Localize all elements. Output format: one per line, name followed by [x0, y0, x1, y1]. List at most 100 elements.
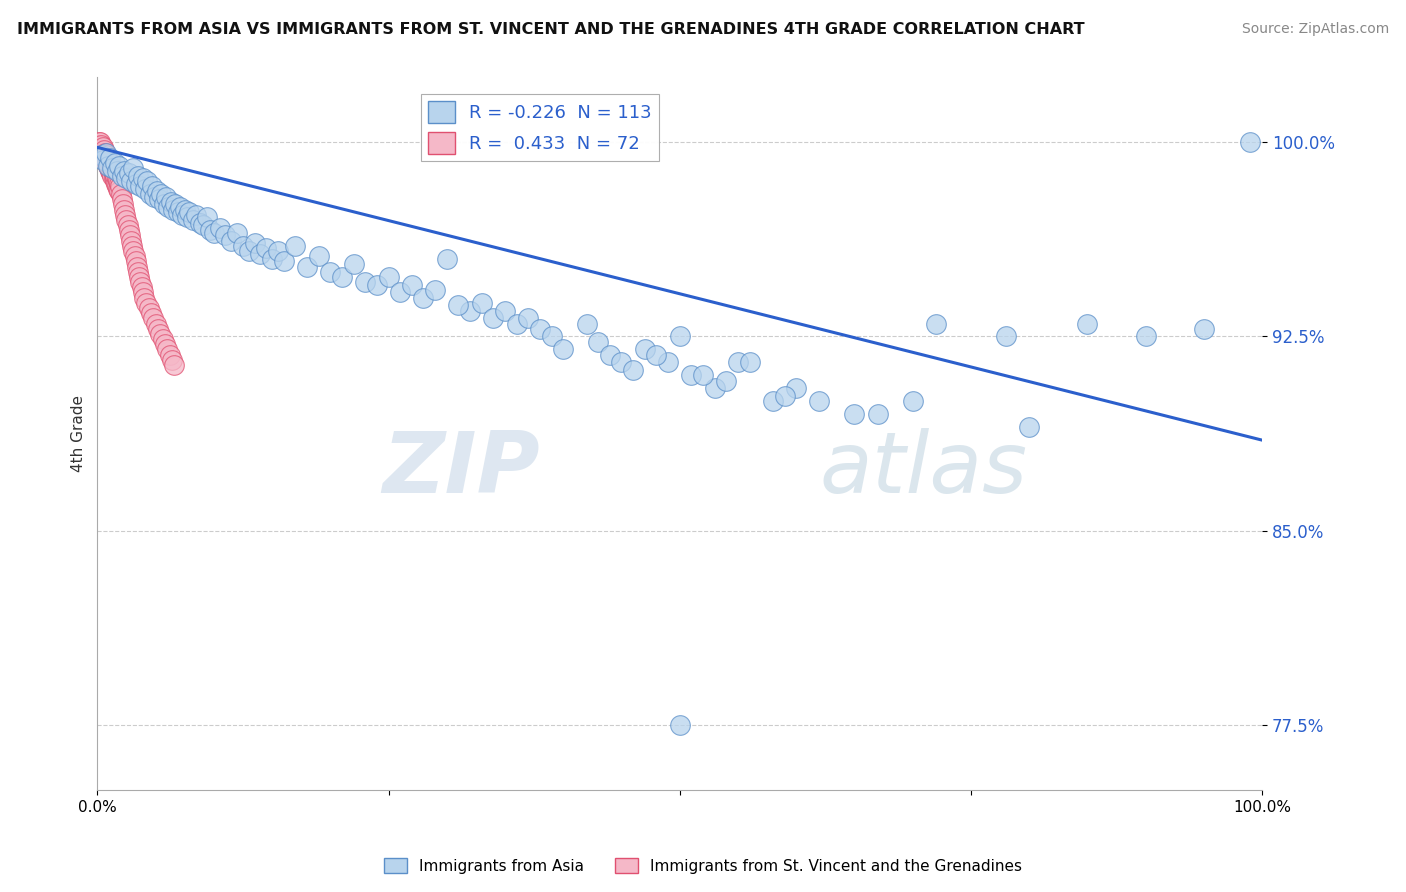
Point	[762, 394, 785, 409]
Point	[136, 174, 159, 188]
Legend: R = -0.226  N = 113, R =  0.433  N = 72: R = -0.226 N = 113, R = 0.433 N = 72	[420, 94, 659, 161]
Point	[153, 337, 176, 351]
Point	[87, 137, 110, 152]
Text: ZIP: ZIP	[382, 428, 540, 511]
Point	[94, 153, 117, 168]
Point	[111, 192, 134, 206]
Point	[668, 718, 690, 732]
Point	[94, 148, 117, 162]
Point	[138, 301, 160, 315]
Point	[505, 317, 527, 331]
Point	[208, 220, 231, 235]
Point	[125, 260, 148, 274]
Point	[91, 148, 114, 162]
Point	[94, 145, 117, 160]
Point	[319, 265, 342, 279]
Point	[120, 234, 142, 248]
Point	[458, 303, 481, 318]
Point	[143, 189, 166, 203]
Point	[243, 236, 266, 251]
Point	[105, 163, 128, 178]
Point	[634, 343, 657, 357]
Point	[150, 187, 173, 202]
Point	[482, 311, 505, 326]
Point	[139, 306, 162, 320]
Point	[98, 163, 121, 178]
Point	[108, 177, 131, 191]
Point	[330, 269, 353, 284]
Point	[142, 311, 165, 326]
Point	[163, 358, 186, 372]
Point	[90, 143, 112, 157]
Point	[103, 166, 125, 180]
Point	[101, 163, 124, 178]
Point	[179, 205, 201, 219]
Point	[195, 211, 218, 225]
Point	[118, 223, 141, 237]
Point	[132, 291, 155, 305]
Point	[128, 269, 150, 284]
Point	[141, 179, 163, 194]
Point	[107, 174, 129, 188]
Point	[284, 239, 307, 253]
Point	[93, 151, 115, 165]
Point	[145, 185, 167, 199]
Point	[181, 213, 204, 227]
Point	[100, 159, 122, 173]
Point	[599, 348, 621, 362]
Point	[681, 368, 703, 383]
Point	[89, 135, 111, 149]
Point	[89, 140, 111, 154]
Point	[575, 317, 598, 331]
Point	[90, 148, 112, 162]
Point	[90, 137, 112, 152]
Point	[366, 277, 388, 292]
Point	[127, 169, 149, 183]
Point	[169, 200, 191, 214]
Point	[249, 246, 271, 260]
Point	[148, 192, 170, 206]
Point	[87, 135, 110, 149]
Text: Source: ZipAtlas.com: Source: ZipAtlas.com	[1241, 22, 1389, 37]
Point	[104, 169, 127, 183]
Point	[121, 239, 143, 253]
Point	[412, 291, 434, 305]
Point	[668, 329, 690, 343]
Point	[621, 363, 644, 377]
Point	[727, 355, 749, 369]
Point	[844, 407, 866, 421]
Point	[101, 161, 124, 175]
Point	[657, 355, 679, 369]
Point	[111, 169, 134, 183]
Point	[91, 145, 114, 160]
Point	[91, 153, 114, 168]
Point	[377, 269, 399, 284]
Point	[165, 197, 187, 211]
Point	[125, 177, 148, 191]
Point	[155, 189, 177, 203]
Point	[122, 161, 145, 175]
Point	[232, 239, 254, 253]
Point	[193, 218, 215, 232]
Point	[108, 159, 131, 173]
Point	[1076, 317, 1098, 331]
Point	[145, 317, 167, 331]
Point	[152, 332, 174, 346]
Point	[101, 161, 124, 175]
Point	[494, 303, 516, 318]
Point	[120, 174, 142, 188]
Point	[115, 171, 138, 186]
Point	[866, 407, 889, 421]
Point	[692, 368, 714, 383]
Point	[401, 277, 423, 292]
Point	[529, 322, 551, 336]
Point	[107, 182, 129, 196]
Point	[101, 169, 124, 183]
Point	[200, 223, 222, 237]
Point	[134, 182, 156, 196]
Point	[273, 254, 295, 268]
Point	[98, 156, 121, 170]
Point	[254, 241, 277, 255]
Point	[716, 374, 738, 388]
Point	[214, 228, 236, 243]
